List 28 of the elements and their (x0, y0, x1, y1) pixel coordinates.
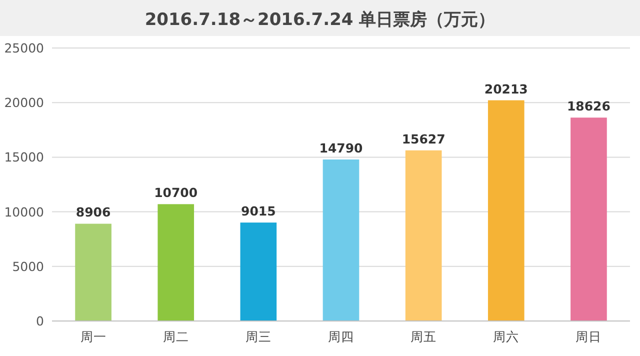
bar (488, 100, 524, 321)
bar (158, 204, 194, 321)
data-label: 8906 (76, 204, 111, 220)
data-label: 18626 (566, 98, 611, 114)
x-tick-label: 周四 (328, 329, 354, 344)
bar (240, 222, 277, 321)
chart-title: 2016.7.18～2016.7.24 单日票房（万元） (144, 10, 496, 30)
data-label: 14790 (319, 140, 364, 156)
y-tick-label: 5000 (12, 258, 44, 274)
y-tick-label: 10000 (4, 204, 44, 220)
y-tick-label: 15000 (4, 150, 44, 165)
data-label: 10700 (154, 185, 198, 200)
bar (405, 150, 442, 321)
y-tick-label: 0 (36, 314, 44, 328)
y-tick-label: 20000 (4, 95, 44, 110)
bar (322, 159, 360, 321)
x-tick-label: 周一 (80, 329, 106, 344)
x-tick-label: 周五 (410, 329, 437, 344)
data-label: 20213 (484, 81, 528, 96)
data-label: 15627 (402, 131, 446, 146)
bar (570, 118, 607, 321)
y-tick-label: 25000 (4, 40, 44, 56)
data-label: 9015 (241, 204, 276, 219)
bar (75, 224, 112, 321)
x-tick-label: 周日 (576, 329, 602, 344)
x-tick-label: 周二 (162, 329, 189, 344)
x-tick-label: 周三 (245, 329, 272, 344)
x-tick-label: 周六 (493, 329, 520, 344)
